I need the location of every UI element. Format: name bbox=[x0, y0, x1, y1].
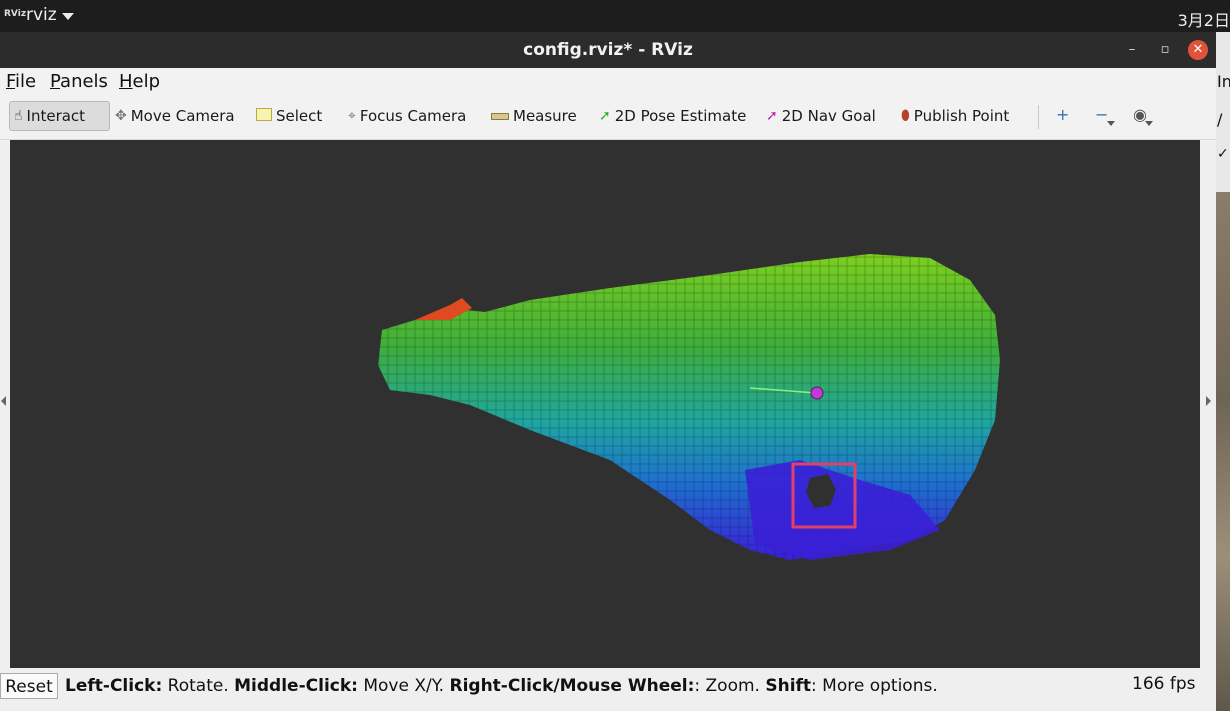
minus-icon: − bbox=[1095, 105, 1109, 124]
tool-publish-point-label: Publish Point bbox=[913, 107, 1010, 125]
tool-2d-pose-estimate[interactable]: ➚ 2D Pose Estimate bbox=[599, 101, 746, 131]
tool-2d-pose-estimate-label: 2D Pose Estimate bbox=[614, 107, 747, 125]
eye-icon: ◉ bbox=[1133, 105, 1147, 124]
background-window-edge[interactable]: In / ✓ bbox=[1216, 32, 1230, 711]
collapse-right-panel-arrow-icon[interactable] bbox=[1206, 396, 1211, 406]
app-menu-caret-icon[interactable] bbox=[62, 13, 74, 20]
clock[interactable]: 3月2日 bbox=[1177, 11, 1230, 30]
chevron-down-icon bbox=[1107, 121, 1115, 126]
remove-tool-button[interactable]: − bbox=[1095, 105, 1115, 126]
tool-publish-point[interactable]: ⬮ Publish Point bbox=[901, 101, 1009, 131]
status-bar: Reset Left-Click: Rotate. Middle-Click: … bbox=[0, 669, 1216, 701]
tool-interact-label: Interact bbox=[26, 107, 86, 125]
minimize-button[interactable]: – bbox=[1128, 42, 1136, 57]
toolbar-separator bbox=[1038, 105, 1039, 129]
tool-select[interactable]: Select bbox=[256, 101, 322, 131]
menu-panels-mnemonic: P bbox=[50, 71, 61, 92]
voxel-map-render bbox=[378, 254, 1000, 560]
pose-line bbox=[749, 387, 817, 394]
hint-left-click-text: Rotate. bbox=[162, 676, 235, 696]
tool-measure-label: Measure bbox=[513, 107, 577, 125]
menu-file-mnemonic: F bbox=[6, 71, 16, 92]
ruler-icon bbox=[491, 108, 509, 124]
tool-focus-camera-label: Focus Camera bbox=[359, 107, 467, 125]
nav-goal-arrow-icon: ➚ bbox=[766, 108, 778, 124]
close-button[interactable]: ✕ bbox=[1188, 40, 1208, 60]
collapse-left-panel-arrow-icon[interactable] bbox=[1, 396, 6, 406]
hint-shift-key: Shift bbox=[765, 676, 812, 696]
hint-shift-text: : More options. bbox=[811, 676, 938, 696]
tool-move-camera[interactable]: ✥ Move Camera bbox=[115, 101, 235, 131]
chevron-down-icon bbox=[1145, 121, 1153, 126]
hint-middle-click-key: Middle-Click: bbox=[234, 676, 358, 696]
checkmark-icon: ✓ bbox=[1217, 146, 1229, 162]
tool-hint-text: Left-Click: Rotate. Middle-Click: Move X… bbox=[65, 676, 938, 696]
tool-focus-camera[interactable]: ⌖ Focus Camera bbox=[348, 101, 466, 131]
hand-icon: ☝ bbox=[14, 108, 23, 124]
map-pin-icon: ⬮ bbox=[901, 108, 910, 124]
plus-icon: + bbox=[1056, 105, 1070, 124]
reset-button[interactable]: Reset bbox=[0, 673, 58, 699]
pose-arrow-icon: ➚ bbox=[599, 108, 611, 124]
select-icon bbox=[256, 107, 272, 125]
menu-file[interactable]: File bbox=[6, 71, 36, 92]
menu-panels-label: anels bbox=[60, 71, 108, 92]
tool-2d-nav-goal-label: 2D Nav Goal bbox=[781, 107, 876, 125]
3d-render-viewport[interactable] bbox=[10, 140, 1200, 668]
robot-pose-marker bbox=[810, 386, 824, 400]
tool-toolbar: ☝ Interact ✥ Move Camera Select ⌖ Focus … bbox=[0, 95, 1216, 140]
menu-help-label: elp bbox=[132, 71, 161, 92]
menu-help-mnemonic: H bbox=[119, 71, 133, 92]
hint-left-click-key: Left-Click: bbox=[65, 676, 163, 696]
edge-text-2: / bbox=[1217, 110, 1223, 129]
goal-box-marker bbox=[791, 462, 857, 529]
tool-interact[interactable]: ☝ Interact bbox=[9, 101, 110, 131]
system-top-bar: RViz rviz 3月2日 bbox=[0, 0, 1230, 32]
move-camera-icon: ✥ bbox=[115, 108, 127, 124]
menu-help[interactable]: Help bbox=[119, 71, 160, 92]
focus-camera-icon: ⌖ bbox=[348, 108, 356, 124]
tool-measure[interactable]: Measure bbox=[491, 101, 577, 131]
tool-move-camera-label: Move Camera bbox=[130, 107, 235, 125]
menu-panels[interactable]: Panels bbox=[50, 71, 108, 92]
tool-2d-nav-goal[interactable]: ➚ 2D Nav Goal bbox=[766, 101, 876, 131]
app-menu-label[interactable]: rviz bbox=[26, 5, 57, 25]
window-title: config.rviz* - RViz bbox=[523, 40, 693, 60]
tool-visibility-button[interactable]: ◉ bbox=[1133, 105, 1153, 126]
add-tool-button[interactable]: + bbox=[1056, 105, 1069, 124]
rviz-logo-icon: RViz bbox=[4, 9, 27, 19]
hint-right-click-text: : Zoom. bbox=[694, 676, 766, 696]
menubar: File Panels Help bbox=[0, 68, 1216, 95]
fps-counter: 166 fps bbox=[1132, 674, 1196, 694]
maximize-button[interactable]: ▫ bbox=[1160, 42, 1170, 57]
hint-right-click-key: Right-Click/Mouse Wheel: bbox=[449, 676, 695, 696]
hint-middle-click-text: Move X/Y. bbox=[357, 676, 450, 696]
window-titlebar[interactable]: config.rviz* - RViz – ▫ ✕ bbox=[0, 32, 1216, 68]
edge-text-1: In bbox=[1217, 72, 1230, 91]
background-image-strip bbox=[1216, 192, 1230, 711]
octomap-voxels bbox=[378, 254, 1000, 560]
menu-file-label: ile bbox=[15, 71, 37, 92]
goal-box-hole bbox=[806, 474, 836, 508]
rviz-window: config.rviz* - RViz – ▫ ✕ File Panels He… bbox=[0, 32, 1216, 711]
tool-select-label: Select bbox=[276, 107, 323, 125]
